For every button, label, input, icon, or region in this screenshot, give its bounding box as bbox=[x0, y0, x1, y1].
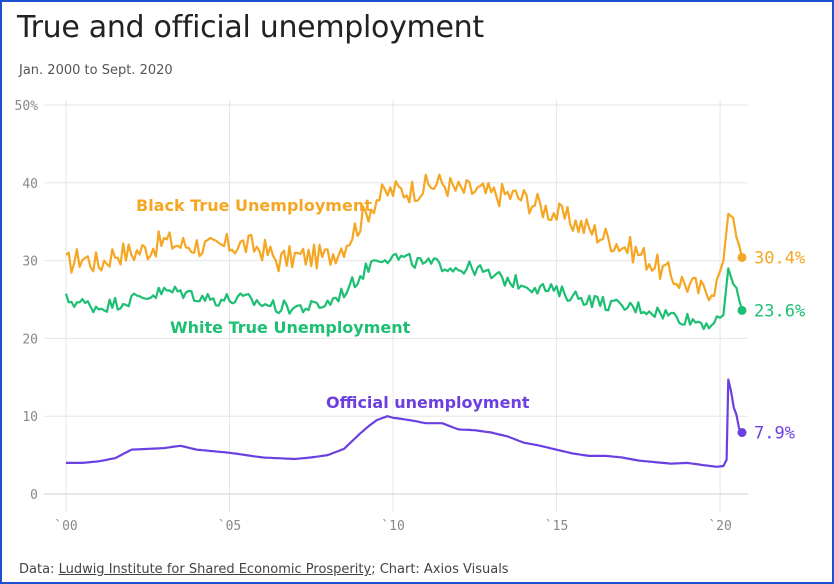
x-axis-ticks: `00 `05 `10 `15 `20 bbox=[54, 519, 732, 534]
series-labels: 30.4% Black True Unemployment 23.6% White T… bbox=[136, 196, 805, 444]
series-line bbox=[65, 173, 744, 302]
series-name-label: Black True Unemployment bbox=[136, 196, 372, 215]
series-line bbox=[66, 378, 743, 468]
grid-lines bbox=[44, 100, 748, 512]
footer-prefix: Data: bbox=[19, 562, 59, 577]
series-end-label: 30.4% bbox=[754, 248, 805, 268]
x-tick-label: `10 bbox=[381, 519, 404, 534]
footer-source-link[interactable]: Ludwig Institute for Shared Economic Pro… bbox=[58, 562, 372, 577]
series-end-point bbox=[737, 252, 747, 262]
series-lines bbox=[64, 173, 747, 468]
chart-subtitle: Jan. 2000 to Sept. 2020 bbox=[19, 63, 173, 78]
series-end-point bbox=[737, 305, 747, 315]
x-tick-label: `00 bbox=[54, 519, 77, 534]
y-tick-label: 40 bbox=[22, 177, 38, 192]
series-end-label: 23.6% bbox=[754, 301, 805, 321]
footer-suffix: ; Chart: Axios Visuals bbox=[371, 562, 509, 577]
y-tick-label: 50% bbox=[15, 99, 39, 114]
y-tick-label: 10 bbox=[22, 410, 38, 425]
series-end-label: 7.9% bbox=[754, 424, 795, 444]
series-end-point bbox=[737, 428, 747, 438]
x-tick-label: `20 bbox=[708, 519, 731, 534]
x-tick-label: `15 bbox=[545, 519, 568, 534]
chart-footer: Data: Ludwig Institute for Shared Econom… bbox=[19, 562, 509, 577]
y-tick-label: 20 bbox=[22, 332, 38, 347]
y-tick-label: 30 bbox=[22, 255, 38, 270]
series-name-label: White True Unemployment bbox=[170, 318, 411, 337]
x-tick-label: `05 bbox=[218, 519, 241, 534]
y-axis-ticks: 0 10 20 30 40 50% bbox=[15, 99, 39, 503]
series-line bbox=[64, 252, 744, 331]
y-tick-label: 0 bbox=[30, 488, 38, 503]
chart-title: True and official unemployment bbox=[17, 10, 484, 45]
series-name-label: Official unemployment bbox=[326, 393, 530, 412]
